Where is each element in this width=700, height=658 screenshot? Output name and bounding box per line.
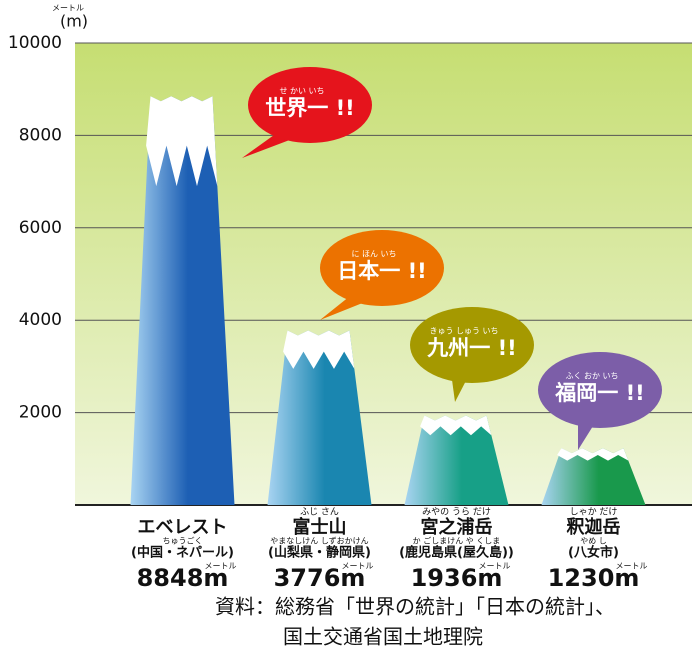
mountain: [267, 330, 372, 505]
bubble: [248, 67, 372, 143]
bubble: [410, 307, 534, 383]
bubble: [538, 352, 662, 428]
bubble-ruby: せ かい いち: [279, 87, 324, 96]
region-ruby: ちゅうごく: [163, 536, 203, 546]
bubble: [320, 230, 444, 306]
region-ruby: か ごしまけん や くしま: [413, 536, 501, 546]
bubble-ruby: ふく おか いち: [565, 372, 618, 381]
value-label: 1230m: [548, 564, 640, 592]
bubble-ruby: に ほん いち: [351, 250, 396, 259]
region-ruby: やまなしけん しずおかけん: [270, 536, 368, 546]
y-tick-label: 8000: [19, 125, 62, 145]
value-ruby: メートル: [616, 562, 648, 571]
bubble-text: 世界一 !!: [265, 96, 354, 120]
x-tick-label: エベレスト: [138, 517, 228, 538]
bubble-text: 日本一 !!: [337, 259, 426, 283]
x-tick-label: 宮之浦岳: [421, 516, 493, 538]
y-tick-label: 2000: [19, 403, 62, 423]
region-label: (山梨県・静岡県): [268, 545, 371, 561]
region-ruby: やめ し: [580, 537, 607, 546]
value-label: 3776m: [274, 564, 366, 592]
mountain: [541, 448, 646, 505]
value-ruby: メートル: [205, 562, 237, 571]
snow-cap: [283, 330, 355, 369]
snow-cap: [557, 448, 629, 461]
region-label: (鹿児島県(屋久島)): [399, 545, 514, 561]
category-ruby: しゃか だけ: [570, 507, 618, 518]
mountain: [404, 415, 509, 505]
value-ruby: メートル: [479, 562, 511, 571]
snow-cap: [420, 415, 492, 436]
unit-ruby: メートル: [52, 4, 84, 13]
bubble-text: 九州一 !!: [426, 336, 516, 360]
value-label: 1936m: [411, 564, 503, 592]
source-line: 資料：総務省「世界の統計」「日本の統計」、: [215, 595, 615, 619]
value-label: 8848m: [137, 564, 229, 592]
x-tick-label: 富士山: [293, 516, 347, 538]
y-tick-label: 6000: [19, 218, 62, 238]
region-label: (八女市): [568, 545, 619, 561]
bubble-ruby: きゅう しゅう いち: [429, 327, 498, 336]
value-ruby: メートル: [342, 562, 374, 571]
source-line: 国土交通省国土地理院: [283, 625, 483, 649]
category-ruby: ふじ さん: [300, 507, 339, 518]
snow-cap: [146, 96, 218, 187]
region-label: (中国・ネパール): [131, 545, 234, 561]
y-tick-label: 4000: [19, 310, 62, 330]
bubble-text: 福岡一 !!: [554, 381, 644, 405]
category-ruby: みやの うら だけ: [422, 507, 491, 518]
x-tick-label: 釈迦岳: [567, 517, 621, 538]
mountain: [130, 96, 235, 505]
unit-label: (m): [60, 12, 88, 31]
y-tick-label: 10000: [8, 33, 62, 53]
